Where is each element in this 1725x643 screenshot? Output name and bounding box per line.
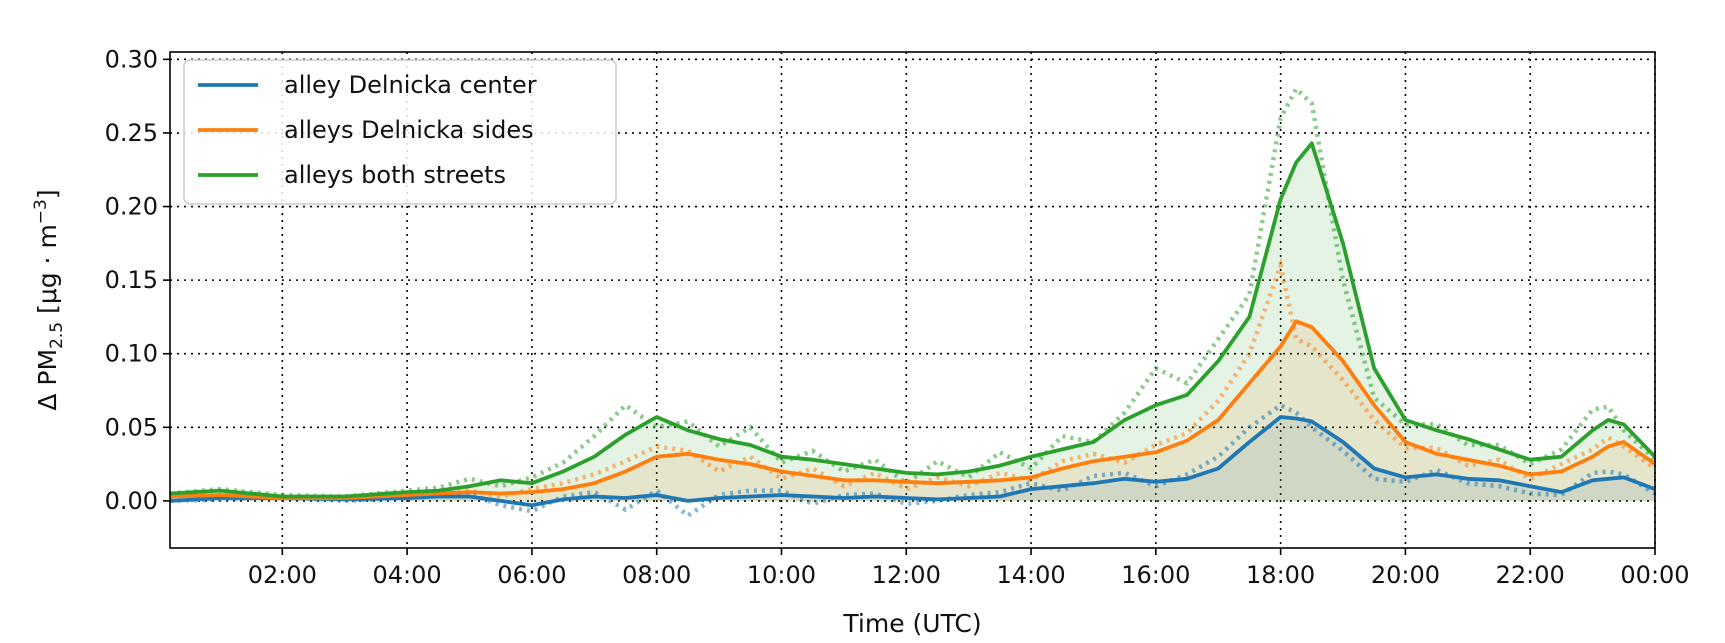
y-tick-label: 0.20 bbox=[105, 193, 158, 221]
y-axis-label-close: ] bbox=[33, 189, 62, 199]
x-tick-label: 00:00 bbox=[1620, 561, 1689, 589]
y-tick-label: 0.30 bbox=[105, 45, 158, 73]
plot-frame bbox=[169, 51, 1656, 549]
x-tick-label: 18:00 bbox=[1246, 561, 1315, 589]
legend-entry-label: alleys Delnicka sides bbox=[284, 116, 534, 144]
x-tick-label: 20:00 bbox=[1371, 561, 1440, 589]
series-fill-areas bbox=[170, 143, 1655, 506]
legend: alley Delnicka center alleys Delnicka sid… bbox=[183, 59, 617, 205]
axis-ticks: 02:00 04:00 06:00 08:00 10:00 12:00 14:00 16:00… bbox=[105, 45, 1690, 589]
legend-entry-label: alley Delnicka center bbox=[284, 71, 537, 99]
x-tick-label: 08:00 bbox=[622, 561, 691, 589]
y-tick-label: 0.00 bbox=[105, 487, 158, 515]
smoothed-series-line bbox=[169, 319, 1657, 500]
smoothed-series-line bbox=[169, 415, 1656, 508]
x-tick-label: 02:00 bbox=[248, 561, 317, 589]
grid bbox=[170, 52, 1656, 548]
y-axis-label-superscript: −3 bbox=[31, 199, 51, 224]
y-axis-label: Δ PM2.5 [μg · m−3] bbox=[31, 189, 67, 410]
y-tick-label: 0.15 bbox=[105, 266, 158, 294]
y-axis-label-subscript: 2.5 bbox=[47, 322, 67, 349]
x-tick-label: 10:00 bbox=[747, 561, 816, 589]
x-tick-label: 12:00 bbox=[872, 561, 941, 589]
x-tick-label: 06:00 bbox=[497, 561, 566, 589]
series-fill-area bbox=[170, 417, 1655, 506]
x-axis-label: Time (UTC) bbox=[842, 609, 981, 638]
x-tick-label: 22:00 bbox=[1496, 561, 1565, 589]
legend-box bbox=[183, 59, 617, 205]
smoothed-series-line bbox=[169, 141, 1657, 499]
x-tick-label: 16:00 bbox=[1121, 561, 1190, 589]
y-axis-label-unit: [μg · m bbox=[33, 224, 62, 322]
x-tick-label: 14:00 bbox=[996, 561, 1065, 589]
x-tick-label: 04:00 bbox=[373, 561, 442, 589]
y-tick-label: 0.05 bbox=[105, 413, 158, 441]
y-tick-label: 0.10 bbox=[105, 340, 158, 368]
series-fill-area bbox=[170, 143, 1655, 501]
y-axis-label-prefix: Δ PM bbox=[33, 349, 62, 411]
y-tick-label: 0.25 bbox=[105, 119, 158, 147]
smoothed-series-lines bbox=[169, 141, 1657, 508]
legend-entry-label: alleys both streets bbox=[284, 161, 506, 189]
series-fill-area bbox=[170, 321, 1655, 501]
